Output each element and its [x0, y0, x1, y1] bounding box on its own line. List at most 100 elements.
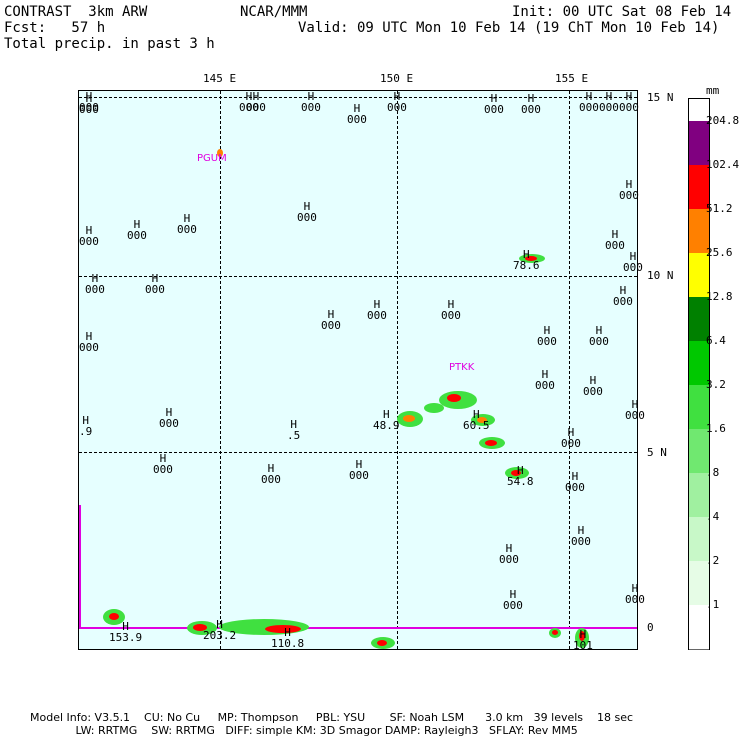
high-center: H 000 [589, 324, 609, 348]
model-info-line1: Model Info: V3.5.1 CU: No Cu MP: Thompso… [30, 711, 634, 724]
high-center: H 000 [625, 582, 645, 606]
high-center: H 000 [535, 368, 555, 392]
precip-core [265, 625, 301, 633]
lat-label-10: 10 N [647, 269, 674, 282]
precip-map[interactable]: PGUM PTKK H 000 H 000 H 000 H 000 H 000 … [78, 90, 645, 652]
legend-label: 12.8 [706, 290, 733, 303]
model-title: CONTRAST 3km ARW [4, 4, 148, 20]
high-center: H 000 [623, 250, 643, 274]
high-center: H 000 [387, 90, 407, 114]
legend-label: .4 [706, 510, 720, 523]
high-center: H 000 [261, 462, 281, 486]
high-center: H 54.8 [507, 464, 534, 488]
precip-core [477, 417, 487, 423]
precip-core [552, 630, 558, 635]
lat-label-5: 5 N [647, 446, 667, 459]
high-center: H 78.6 [513, 248, 540, 272]
field-title: Total precip. in past 3 h [4, 36, 215, 52]
high-center: H 000 [599, 90, 619, 114]
legend-label: 3.2 [706, 378, 726, 391]
legend-label: 204.8 [706, 114, 740, 127]
high-center: H 000 [561, 426, 581, 450]
parallel-15 [79, 97, 637, 98]
high-center: H 000 [583, 374, 603, 398]
lat-label-0: 0 [647, 621, 654, 634]
high-precip-center: H 110.8 [271, 626, 305, 650]
high-center: H 000 [79, 330, 99, 354]
precip-core [447, 394, 461, 402]
precip-core [511, 470, 521, 476]
high-center: H 000 [537, 324, 557, 348]
station-pgum: PGUM [197, 153, 227, 164]
legend-label: 6.4 [706, 334, 726, 347]
high-center: H 000 [349, 458, 369, 482]
high-center: H 000 [499, 542, 519, 566]
high-center: H 000 [503, 588, 523, 612]
valid-time: Valid: 09 UTC Mon 10 Feb 14 (19 ChT Mon … [298, 20, 720, 36]
high-center: H 000 [571, 524, 591, 548]
high-center: H 000 [79, 90, 99, 114]
precip-core [377, 640, 387, 646]
high-center: H 000 [79, 92, 99, 116]
high-center: H 000 [605, 228, 625, 252]
high-center: H 000 [579, 90, 599, 114]
color-legend [688, 98, 710, 650]
high-center: H 000 [246, 90, 266, 114]
organization: NCAR/MMM [240, 4, 308, 20]
high-center: H 000 [625, 398, 645, 422]
high-center: H 000 [484, 92, 504, 116]
legend-label: 1.6 [706, 422, 726, 435]
high-center: H 000 [321, 308, 341, 332]
meridian-155 [569, 91, 570, 649]
precip-core [193, 624, 207, 631]
high-precip-center: H 153.9 [109, 620, 143, 644]
precip-cell [424, 403, 444, 413]
lon-label-155: 155 E [555, 72, 589, 85]
high-center: H 000 [521, 92, 541, 116]
high-center: H 000 [177, 212, 197, 236]
legend-label: .8 [706, 466, 720, 479]
high-center: H 000 [613, 284, 633, 308]
lon-label-145: 145 E [203, 72, 237, 85]
high-center: H 48.9 [373, 408, 400, 432]
legend-swatch [689, 605, 709, 650]
precip-core [403, 415, 415, 422]
high-center: H 000 [367, 298, 387, 322]
precip-cell [217, 149, 223, 157]
high-center: H 000 [79, 224, 99, 248]
high-center: H 000 [127, 218, 147, 242]
boundary-line [79, 505, 81, 629]
high-center: H .5 [287, 418, 301, 442]
legend-label: .2 [706, 554, 720, 567]
legend-label: 51.2 [706, 202, 733, 215]
high-precip-center: H 101 [573, 628, 593, 652]
high-center: H 000 [619, 90, 639, 114]
legend-label: 25.6 [706, 246, 733, 259]
model-info-line2: LW: RRTMG SW: RRTMG DIFF: simple KM: 3D … [30, 724, 578, 737]
equator-line [79, 627, 637, 629]
high-center: H 000 [565, 470, 585, 494]
meridian-145 [220, 91, 221, 649]
high-center: H 000 [145, 272, 165, 296]
precip-core [579, 631, 585, 641]
precip-core [485, 440, 497, 446]
lon-label-150: 150 E [380, 72, 414, 85]
high-center: H 000 [619, 178, 639, 202]
high-center: H 000 [153, 452, 173, 476]
high-center: H 000 [297, 200, 317, 224]
parallel-10 [79, 276, 637, 277]
high-center: H 000 [301, 90, 321, 114]
meridian-150 [397, 91, 398, 649]
high-center: H 000 [85, 272, 105, 296]
init-time: Init: 00 UTC Sat 08 Feb 14 [512, 4, 732, 20]
precip-core [109, 613, 119, 620]
high-center: H 000 [441, 298, 461, 322]
station-ptkk: PTKK [449, 362, 475, 373]
legend-label: 102.4 [706, 158, 740, 171]
high-center: H 000 [239, 90, 259, 114]
high-center: H 000 [159, 406, 179, 430]
lat-label-15: 15 N [647, 91, 674, 104]
precip-core [525, 256, 537, 261]
legend-label: .1 [706, 598, 720, 611]
high-precip-center: H 203.2 [203, 618, 237, 642]
